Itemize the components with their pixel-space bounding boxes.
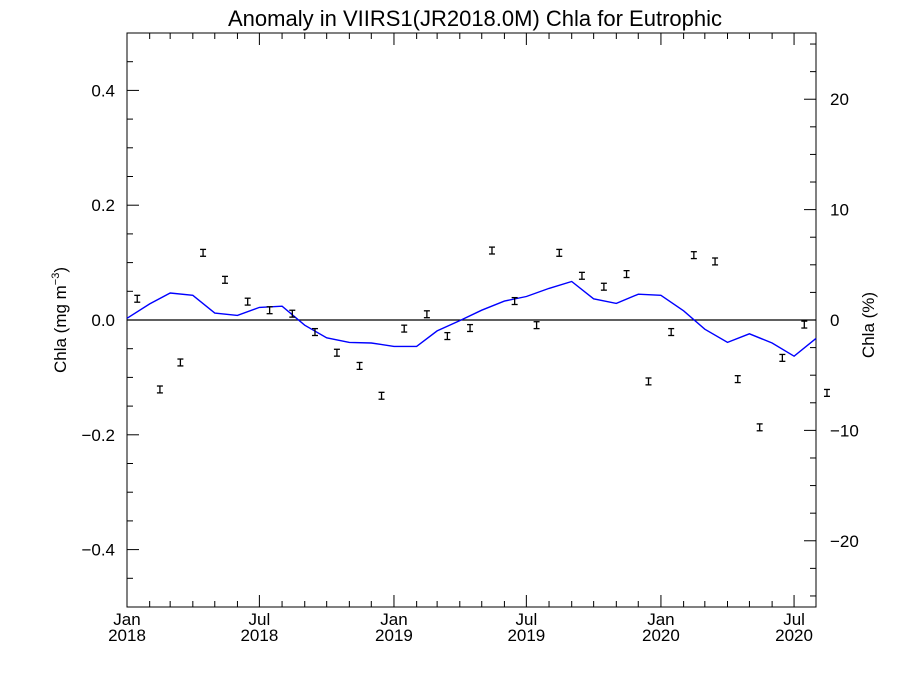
y-left-tick-label: −0.2 <box>81 426 115 445</box>
data-point <box>756 423 763 432</box>
data-point <box>423 310 430 319</box>
x-tick-label-month: Jan <box>647 610 674 629</box>
y-axis-label-left-close: ) <box>51 267 70 273</box>
y-right-tick-label: 20 <box>830 90 849 109</box>
data-point <box>333 348 340 357</box>
data-point <box>356 361 363 371</box>
data-point <box>690 251 697 260</box>
y-left-tick-label: 0.4 <box>91 81 115 100</box>
x-tick-label-month: Jan <box>380 610 407 629</box>
y-axis-label-left-base: Chla (mg m <box>51 285 70 373</box>
y-axis-label-left-exponent: −3 <box>50 273 62 286</box>
data-point <box>378 391 385 400</box>
data-point <box>712 257 719 266</box>
data-point <box>533 321 540 330</box>
axis-ticks <box>126 32 816 608</box>
x-tick-label-year: 2020 <box>642 626 680 645</box>
data-point <box>156 385 163 394</box>
y-right-tick-label: 0 <box>830 311 839 330</box>
y-right-tick-label: −20 <box>830 532 859 551</box>
tick-labels: 0.40.20.0−0.2−0.420100−10−20Jan2018Jul20… <box>81 81 858 645</box>
data-point <box>467 323 474 333</box>
data-point <box>511 296 518 306</box>
x-tick-label-month: Jul <box>783 610 805 629</box>
y-left-tick-label: −0.4 <box>81 541 115 560</box>
data-point <box>289 309 296 318</box>
data-point <box>645 377 652 386</box>
data-point <box>488 246 495 255</box>
x-tick-label-year: 2020 <box>775 626 813 645</box>
anomaly-points-series <box>134 246 830 432</box>
data-point <box>578 271 585 280</box>
chart-title: Anomaly in VIIRS1(JR2018.0M) Chla for Eu… <box>228 6 722 31</box>
data-point <box>734 375 741 384</box>
data-point <box>801 320 808 329</box>
y-left-tick-label: 0.2 <box>91 196 115 215</box>
data-point <box>266 306 273 315</box>
y-right-tick-label: 10 <box>830 201 849 220</box>
x-tick-label-year: 2018 <box>108 626 146 645</box>
anomaly-line-series <box>126 280 817 358</box>
data-point <box>779 353 786 362</box>
data-point <box>668 327 675 337</box>
y-axis-label-left: Chla (mg m−3) <box>50 267 70 373</box>
x-tick-label-year: 2019 <box>507 626 545 645</box>
data-point <box>200 248 207 257</box>
x-tick-label-year: 2019 <box>375 626 413 645</box>
y-axis-label-right: Chla (%) <box>859 292 878 358</box>
x-tick-label-month: Jul <box>249 610 271 629</box>
data-point <box>623 269 630 279</box>
data-point <box>222 275 229 284</box>
data-point <box>600 282 607 291</box>
data-point <box>134 294 141 303</box>
data-point <box>823 388 830 397</box>
data-point <box>244 297 251 306</box>
data-point <box>177 358 184 367</box>
x-tick-label-month: Jul <box>515 610 537 629</box>
x-tick-label-month: Jan <box>113 610 140 629</box>
data-point <box>556 248 563 257</box>
data-point <box>444 331 451 341</box>
data-point <box>311 327 318 337</box>
anomaly-line <box>126 280 817 358</box>
y-right-tick-label: −10 <box>830 421 859 440</box>
data-point <box>401 324 408 333</box>
y-left-tick-label: 0.0 <box>91 311 115 330</box>
x-tick-label-year: 2018 <box>240 626 278 645</box>
